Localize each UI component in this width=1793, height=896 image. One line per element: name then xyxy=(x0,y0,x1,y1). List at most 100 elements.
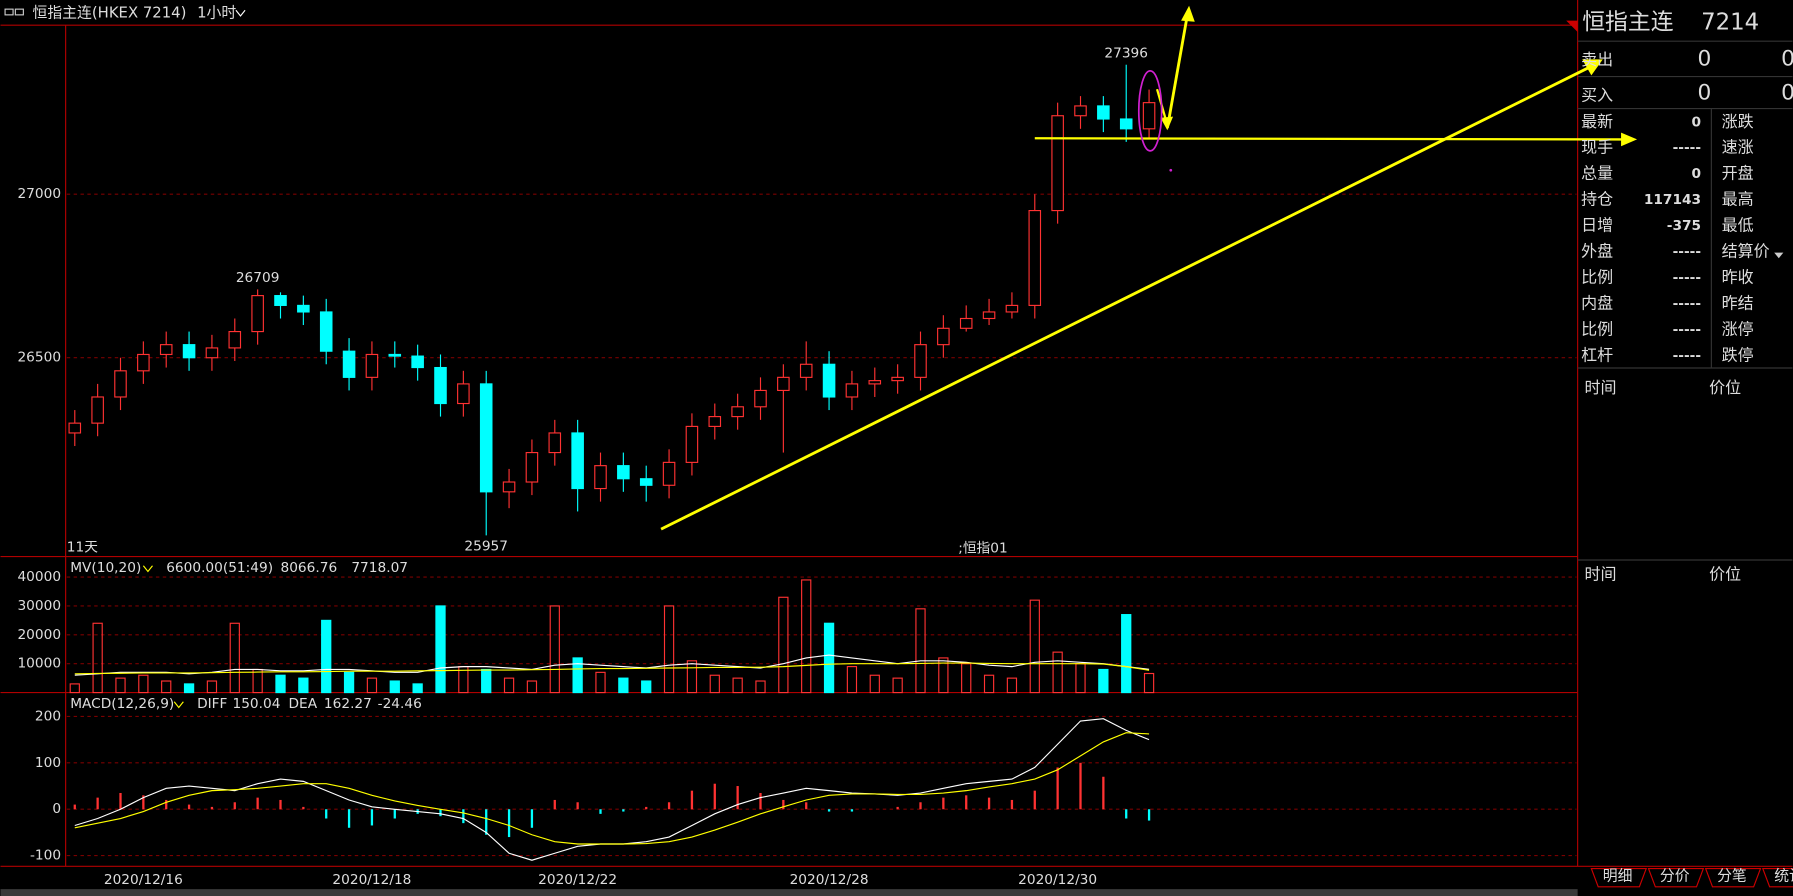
macd-bar xyxy=(622,809,625,812)
macd-bar xyxy=(1079,762,1082,810)
macd-bar xyxy=(1125,809,1128,819)
dropdown-icon[interactable] xyxy=(1774,252,1784,259)
y-tick-label: 40000 xyxy=(17,569,61,585)
scrollbar[interactable] xyxy=(0,889,1578,896)
volume-bar xyxy=(343,671,355,694)
candle-body xyxy=(959,317,973,329)
quote-label: 跌停 xyxy=(1722,345,1754,364)
candle-body xyxy=(228,331,242,349)
dropdown-icon[interactable] xyxy=(235,9,246,17)
quote-label: 涨停 xyxy=(1722,319,1754,338)
volume-bar xyxy=(869,674,880,694)
volume-bar xyxy=(663,605,675,694)
period-selector[interactable]: 1小时 xyxy=(197,4,236,22)
y-tick-label: 30000 xyxy=(17,598,61,614)
tab-label[interactable]: 分价 xyxy=(1660,867,1690,885)
macd-bar xyxy=(987,797,991,810)
y-tick-label: 27000 xyxy=(17,186,61,202)
macd-bar xyxy=(1102,776,1105,810)
tab-label[interactable]: 分笔 xyxy=(1717,867,1747,885)
candle-body xyxy=(799,363,813,378)
tab[interactable] xyxy=(1590,868,1648,888)
y-tick-label: 0 xyxy=(52,801,61,817)
panel-title[interactable]: MACD(12,26,9) xyxy=(70,696,174,712)
volume-bar xyxy=(298,677,309,694)
volume-bar xyxy=(641,680,652,694)
quote-label: 外盘 xyxy=(1581,242,1613,261)
candle-body xyxy=(114,370,127,398)
volume-bar xyxy=(1052,651,1063,694)
tab-label[interactable]: 明细 xyxy=(1603,867,1633,885)
quote-label: 比例 xyxy=(1581,267,1613,286)
candle-body xyxy=(845,383,859,398)
volume-bar xyxy=(778,596,789,694)
candle-body xyxy=(1074,105,1087,117)
dropdown-icon[interactable] xyxy=(142,565,153,573)
bid-volume: 0 xyxy=(1781,81,1793,106)
legend-value: 6600.00(51:49) xyxy=(166,560,273,576)
candle-body xyxy=(639,478,653,486)
quote-label: 昨收 xyxy=(1722,267,1754,286)
quote-label: 结算价 xyxy=(1722,242,1770,261)
macd-bar xyxy=(142,795,145,810)
candle-body xyxy=(914,344,927,378)
macd-bar xyxy=(690,790,694,810)
quote-label: 杠杆 xyxy=(1581,345,1613,364)
quote-label: 日增 xyxy=(1581,216,1613,235)
column-header: 价位 xyxy=(1709,378,1741,397)
quote-value: -375 xyxy=(1667,218,1701,234)
panel-title[interactable]: MV(10,20) xyxy=(70,560,141,576)
candle-body xyxy=(937,327,950,346)
tab-bar: 明细 分价 分笔 统计 xyxy=(1590,867,1793,888)
candle-body xyxy=(594,465,607,490)
macd-bar xyxy=(896,806,899,810)
quote-label: 涨跌 xyxy=(1722,112,1754,131)
arrow-head xyxy=(1621,132,1638,147)
arrow-head xyxy=(1582,59,1603,76)
volume-bar xyxy=(572,657,583,694)
quote-value: ----- xyxy=(1673,270,1701,286)
volume-bar xyxy=(503,677,515,694)
volume-bar xyxy=(1143,672,1155,694)
volume-bar xyxy=(435,605,446,694)
low-label: 25957 xyxy=(464,539,508,555)
volume-bar xyxy=(412,683,423,694)
tab[interactable] xyxy=(1761,868,1793,888)
quote-label: 昨结 xyxy=(1722,293,1754,312)
series-label: ;恒指01 xyxy=(958,541,1007,557)
macd-bar xyxy=(233,802,236,810)
candle-body xyxy=(731,406,744,418)
y-tick-label: 26500 xyxy=(17,350,61,366)
y-tick-label: 10000 xyxy=(17,656,61,672)
candle-body xyxy=(411,355,424,369)
volume-bar xyxy=(755,680,766,694)
volume-bar xyxy=(69,683,80,694)
tab[interactable] xyxy=(1647,868,1705,888)
macd-bar xyxy=(73,804,76,810)
macd-bar xyxy=(1010,799,1014,810)
macd-bar xyxy=(187,804,191,810)
volume-bar xyxy=(1121,614,1132,694)
x-tick-label: 2020/12/18 xyxy=(332,872,411,888)
candle-body xyxy=(868,380,882,385)
candle-body xyxy=(137,353,150,372)
volume-bar xyxy=(481,668,492,694)
volume-bar xyxy=(549,605,560,694)
macd-bar xyxy=(645,806,648,810)
volume-bar xyxy=(92,622,103,694)
macd-bar xyxy=(347,809,351,828)
macd-bar xyxy=(553,799,556,810)
macd-bar xyxy=(439,809,442,817)
macd-bar xyxy=(96,797,99,810)
volume-bar xyxy=(366,677,378,694)
candle-body xyxy=(182,344,196,359)
volume-bar xyxy=(526,680,538,694)
tab[interactable] xyxy=(1704,868,1762,888)
quote-title: 恒指主连 xyxy=(1582,9,1674,35)
tab-label[interactable]: 统计 xyxy=(1774,867,1793,885)
candle-body xyxy=(754,389,767,408)
dropdown-icon[interactable] xyxy=(173,701,184,709)
column-header: 价位 xyxy=(1709,564,1741,583)
support-line xyxy=(1034,137,1624,141)
